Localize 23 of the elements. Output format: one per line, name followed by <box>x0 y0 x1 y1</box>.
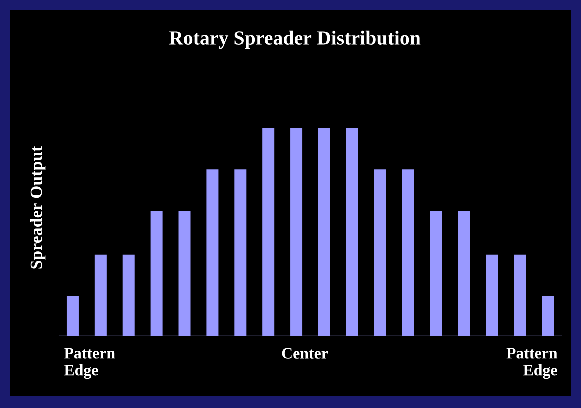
bar <box>486 254 498 336</box>
bar <box>262 128 275 336</box>
bar <box>458 211 470 336</box>
text: Pattern Edge <box>506 348 558 380</box>
bar <box>514 254 526 336</box>
chart-title: Rotary Spreader Distribution <box>169 30 421 50</box>
bar <box>94 254 107 336</box>
bar <box>542 296 554 336</box>
bar <box>66 296 79 336</box>
text: Pattern Edge <box>64 348 116 380</box>
bar <box>206 170 219 336</box>
text: Center <box>282 348 328 359</box>
bar <box>430 211 442 336</box>
y-axis-title: Spreader Output <box>30 146 46 269</box>
bar <box>178 211 191 336</box>
bar <box>122 254 135 336</box>
bar <box>374 170 386 336</box>
bar <box>402 170 414 336</box>
bar <box>346 128 358 336</box>
bar <box>150 211 163 336</box>
bar <box>234 170 247 336</box>
bar <box>290 128 303 336</box>
bar <box>318 128 330 336</box>
